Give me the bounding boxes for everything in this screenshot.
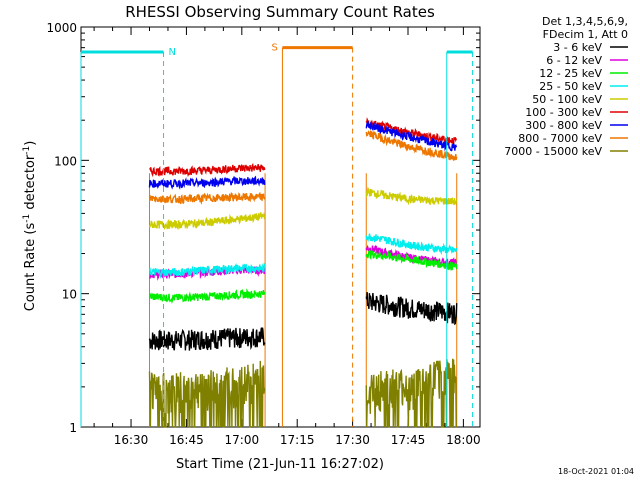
series-line-6-seg1 [149,162,266,178]
x-tick-label: 16:45 [169,433,204,447]
x-tick-label: 17:30 [335,433,370,447]
y-axis-label-part1: Count Rate (s [23,223,38,312]
legend-label-9: 7000 - 15000 keV [504,145,602,158]
series-line-4-seg1 [149,262,266,280]
x-tick-label: 16:30 [114,433,149,447]
series-line-3-seg2 [365,249,458,271]
series-line-9-seg1 [148,360,266,428]
y-axis-label-sup2: -1 [22,146,32,155]
series-line-5-seg2 [365,186,458,206]
y-tick-label: 1000 [46,21,77,35]
legend-label-7: 300 - 800 keV [525,119,602,132]
y-tick-label: 10 [62,288,77,302]
series-line-4-seg2 [365,233,458,256]
legend-label-6: 100 - 300 keV [525,106,602,119]
axes-layer: 1 10 100 1000 16:30 16:45 17:00 17:15 17:30 17:45… [46,21,480,447]
legend-label-5: 50 - 100 keV [532,93,602,106]
footer-date: 18-Oct-2021 01:04 [558,467,634,476]
series-line-7-seg2 [365,121,458,152]
legend-header-line1: Det 1,3,4,5,6,9, [542,15,628,28]
series-line-8-seg1 [148,191,266,206]
y-axis-label: Count Rate (s-1 detector-1) [22,141,38,312]
y-axis-label-part3: ) [23,141,38,146]
flag-label-s: S [271,43,277,54]
series-line-9-seg2 [365,358,457,428]
x-tick-label: 17:15 [280,433,315,447]
data-layer [148,117,458,428]
legend-label-3: 12 - 25 keV [539,67,602,80]
series-line-5-seg1 [148,211,266,231]
y-tick-label: 1 [69,421,77,435]
legend-label-2: 6 - 12 keV [546,54,602,67]
legend: Det 1,3,4,5,6,9, FDecim 1, Att 0 3 - 6 k… [504,15,628,158]
series-line-1-seg1 [148,327,266,351]
legend-header-line2: FDecim 1, Att 0 [543,28,628,41]
y-axis-label-part2: detector [23,154,38,214]
legend-label-8: 800 - 7000 keV [518,132,602,145]
legend-label-1: 3 - 6 keV [553,41,602,54]
series-line-1-seg2 [365,292,458,326]
y-tick-label: 100 [54,154,77,168]
series-line-7-seg1 [148,175,266,190]
series-line-8-seg2 [365,130,458,161]
x-tick-label: 18:00 [446,433,481,447]
y-axis-label-sup1: -1 [22,214,32,223]
x-tick-label: 17:00 [225,433,260,447]
x-tick-label: 17:45 [391,433,426,447]
legend-label-4: 25 - 50 keV [539,80,602,93]
series-line-3-seg1 [148,288,266,305]
chart-title: RHESSI Observing Summary Count Rates [125,3,435,21]
flag-label-n: N [169,47,176,58]
x-axis-label: Start Time (21-Jun-11 16:27:02) [176,457,384,472]
